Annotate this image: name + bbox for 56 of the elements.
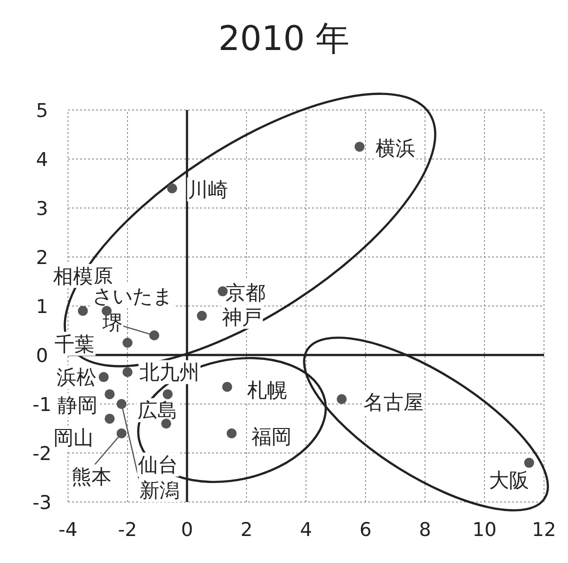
point [149, 330, 160, 340]
chart-title: 2010 年 [218, 19, 350, 59]
x-tick-label: 6 [359, 519, 372, 541]
annotation: 北九州 [140, 360, 200, 384]
x-tick-label: 4 [300, 519, 312, 541]
point [354, 142, 365, 152]
y-tick-label: 2 [36, 247, 48, 269]
point [104, 389, 115, 400]
point [104, 414, 115, 424]
point [336, 394, 347, 404]
annotation: 堺 [101, 310, 122, 334]
x-tick-label: -4 [58, 519, 78, 541]
point [161, 418, 172, 429]
point [78, 306, 88, 316]
x-tick-label: 2 [240, 519, 253, 541]
annotation: 新潟 [140, 478, 180, 502]
annotation: 熊本 [72, 464, 112, 488]
point [122, 338, 132, 348]
point [524, 458, 534, 468]
x-tick-label: -2 [118, 519, 137, 541]
x-tick-label: 10 [472, 519, 497, 541]
annotation: 仙台 [138, 452, 178, 477]
point [196, 310, 207, 321]
x-tick-label: 12 [532, 519, 556, 541]
x-tick-label: 8 [418, 519, 432, 541]
annotation: さいたま [92, 284, 173, 308]
y-tick-label: -2 [32, 443, 52, 465]
point [116, 399, 127, 409]
annotation: 神戸 [222, 304, 262, 329]
x-tick-label: 0 [180, 519, 194, 541]
y-tick-label: -3 [32, 492, 52, 514]
point [116, 428, 127, 438]
y-tick-label: -1 [32, 394, 52, 416]
annotation: 大阪 [489, 468, 530, 492]
annotation: 横浜 [376, 136, 416, 160]
annotation: 川崎 [188, 177, 228, 202]
annotation: 千葉 [54, 332, 94, 356]
annotation: 浜松 [56, 365, 97, 390]
point [98, 372, 109, 382]
annotation: 岡山 [54, 426, 94, 450]
annotation: 名古屋 [364, 390, 424, 414]
point [122, 367, 132, 378]
annotation: 札幌 [247, 378, 288, 402]
point [162, 389, 173, 400]
annotation: 静岡 [58, 393, 98, 418]
y-tick-label: 3 [36, 198, 48, 220]
y-tick-label: 1 [36, 296, 48, 318]
point [226, 428, 237, 438]
y-tick-label: 5 [36, 100, 48, 122]
annotation: 京都 [226, 280, 266, 304]
annotation: 福岡 [252, 424, 292, 448]
y-tick-label: 0 [36, 345, 48, 367]
point [167, 183, 178, 194]
point [222, 382, 232, 392]
annotation: 広島 [138, 398, 178, 422]
y-tick-label: 4 [36, 149, 48, 171]
